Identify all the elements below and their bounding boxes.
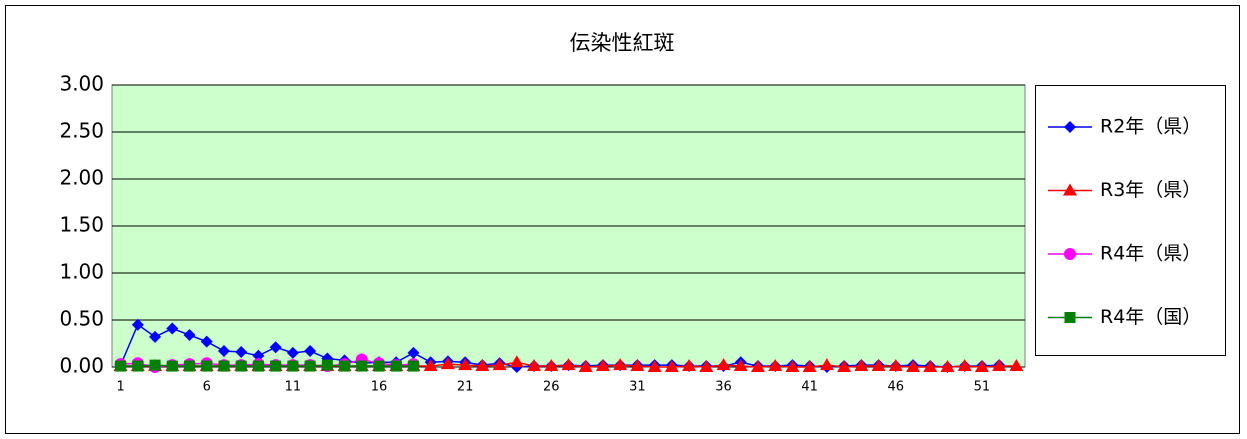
data-point	[390, 360, 402, 372]
y-tick-label: 3.00	[59, 72, 104, 96]
data-point	[423, 359, 438, 372]
data-point	[750, 360, 765, 372]
x-tick-label: 51	[974, 380, 991, 395]
data-point	[682, 359, 697, 372]
data-point	[630, 359, 645, 372]
data-point	[785, 360, 800, 372]
x-tick-label: 41	[801, 380, 818, 395]
x-tick-label: 16	[371, 380, 388, 395]
data-point	[235, 345, 248, 358]
data-point	[217, 345, 230, 358]
legend-marker	[1063, 183, 1077, 196]
data-point	[269, 341, 282, 354]
legend-marker	[1064, 121, 1076, 133]
data-point	[578, 360, 593, 372]
data-point	[183, 329, 196, 342]
legend-marker	[1064, 312, 1076, 323]
data-point	[218, 360, 230, 372]
data-point	[854, 359, 869, 372]
data-point	[304, 360, 316, 372]
legend-label: R3年（県）	[1100, 179, 1201, 201]
data-point	[475, 359, 490, 372]
data-point	[613, 358, 628, 371]
data-point	[837, 360, 852, 372]
data-point	[492, 358, 507, 371]
data-point	[733, 359, 748, 372]
data-point	[166, 322, 179, 335]
data-point	[252, 360, 264, 372]
y-tick-label: 1.50	[59, 213, 104, 237]
legend-label: R2年（県）	[1100, 116, 1201, 138]
data-point	[647, 360, 662, 372]
data-point	[200, 335, 213, 348]
data-point	[768, 359, 783, 372]
data-point	[992, 359, 1007, 372]
data-point	[509, 355, 524, 368]
x-tick-label: 26	[543, 380, 560, 395]
y-tick-label: 0.50	[59, 307, 104, 331]
data-point	[595, 359, 610, 372]
data-point	[664, 360, 679, 372]
x-tick-label: 1	[116, 380, 124, 395]
data-point	[132, 360, 144, 372]
x-tick-label: 11	[285, 380, 302, 395]
y-tick-label: 2.00	[59, 166, 104, 190]
x-tick-label: 31	[629, 380, 646, 395]
data-point	[923, 360, 938, 372]
legend-marker	[1064, 248, 1076, 260]
x-tick-label: 21	[457, 380, 474, 395]
data-point	[716, 358, 731, 371]
x-tick-label: 36	[715, 380, 732, 395]
data-point	[1009, 359, 1024, 372]
data-point	[699, 360, 714, 372]
legend-box	[1035, 85, 1226, 356]
data-point	[184, 360, 196, 372]
data-point	[888, 359, 903, 372]
x-tick-label: 6	[203, 380, 211, 395]
data-point	[321, 359, 333, 371]
data-point	[166, 360, 178, 372]
data-point	[252, 349, 265, 362]
data-point	[974, 360, 989, 372]
data-point	[561, 358, 576, 371]
data-point	[819, 358, 834, 371]
data-point	[287, 360, 299, 372]
data-point	[339, 360, 351, 372]
legend-label: R4年（県）	[1100, 243, 1201, 265]
data-point	[906, 360, 921, 372]
data-point	[957, 359, 972, 372]
x-tick-label: 46	[888, 380, 905, 395]
data-point	[286, 346, 299, 359]
data-point	[940, 360, 955, 372]
data-point	[131, 318, 144, 331]
data-point	[871, 359, 886, 372]
data-point	[149, 359, 161, 371]
data-point	[407, 360, 419, 372]
data-point	[544, 359, 559, 372]
data-point	[115, 360, 127, 372]
data-point	[356, 360, 368, 372]
data-point	[235, 360, 247, 372]
data-point	[304, 345, 317, 358]
data-point	[440, 357, 455, 370]
y-tick-label: 2.50	[59, 119, 104, 143]
chart-title: 伝染性紅斑	[570, 31, 675, 55]
legend-label: R4年（国）	[1100, 306, 1201, 328]
data-point	[201, 360, 213, 372]
data-point	[149, 330, 162, 343]
data-point	[802, 360, 817, 372]
data-point	[270, 360, 282, 372]
data-point	[527, 359, 542, 372]
data-point	[373, 360, 385, 372]
y-tick-label: 1.00	[59, 260, 104, 284]
data-point	[407, 346, 420, 359]
data-point	[458, 358, 473, 371]
y-tick-label: 0.00	[59, 354, 104, 378]
